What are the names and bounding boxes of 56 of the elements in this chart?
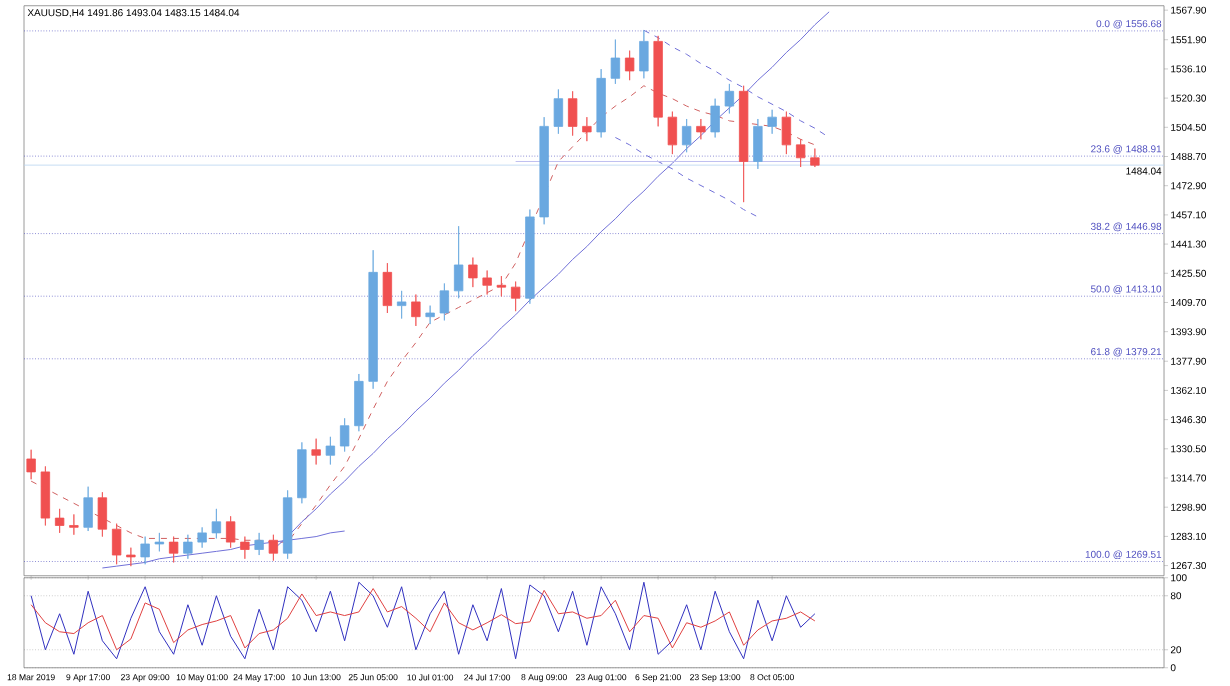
candlestick	[496, 275, 507, 297]
candlestick	[553, 89, 564, 135]
candlestick	[83, 486, 93, 532]
candlestick	[567, 91, 578, 137]
candlestick	[197, 527, 207, 549]
candlestick	[40, 466, 51, 527]
candlestick	[425, 305, 435, 325]
candlestick	[211, 508, 222, 539]
candlestick	[168, 536, 179, 563]
candlestick	[396, 290, 407, 320]
candlestick	[596, 68, 606, 138]
candlestick	[282, 490, 293, 560]
candlestick	[468, 257, 478, 288]
candlestick	[126, 547, 136, 567]
candlestick	[525, 209, 535, 305]
candlestick	[482, 270, 492, 296]
candlestick	[411, 294, 421, 327]
candlestick	[667, 111, 678, 155]
candlestick	[240, 536, 250, 560]
candlestick	[681, 118, 692, 153]
candlestick	[97, 491, 108, 538]
candlestick	[696, 118, 706, 140]
candlestick	[254, 532, 264, 556]
candlestick	[795, 139, 806, 168]
candlestick	[639, 30, 649, 79]
candlestick	[624, 50, 635, 81]
candlestick	[225, 515, 236, 549]
candlestick	[781, 111, 792, 155]
candlestick	[268, 534, 279, 562]
candlestick	[439, 283, 450, 321]
candlestick	[510, 281, 521, 312]
candlestick	[368, 249, 378, 390]
candlestick	[311, 438, 321, 466]
candlestick	[710, 98, 720, 138]
candlestick	[810, 148, 820, 168]
candlestick	[724, 83, 735, 114]
candlestick	[339, 418, 350, 453]
candlestick	[69, 514, 79, 536]
candlestick	[753, 118, 763, 170]
candlestick	[738, 85, 749, 203]
candlestick	[297, 442, 307, 504]
candlestick	[610, 39, 621, 85]
candlestick	[111, 523, 122, 565]
candlestick	[354, 373, 364, 432]
candlestick	[382, 262, 393, 314]
candlestick	[767, 109, 777, 135]
candlestick	[453, 225, 464, 299]
candlestick	[653, 35, 663, 127]
candlestick	[140, 536, 150, 565]
candlestick	[582, 116, 592, 142]
candlestick	[26, 449, 36, 480]
candlestick	[154, 532, 165, 552]
candlestick	[539, 116, 549, 225]
candlestick	[325, 436, 336, 466]
candlestick	[183, 534, 193, 560]
candlestick	[54, 508, 65, 534]
